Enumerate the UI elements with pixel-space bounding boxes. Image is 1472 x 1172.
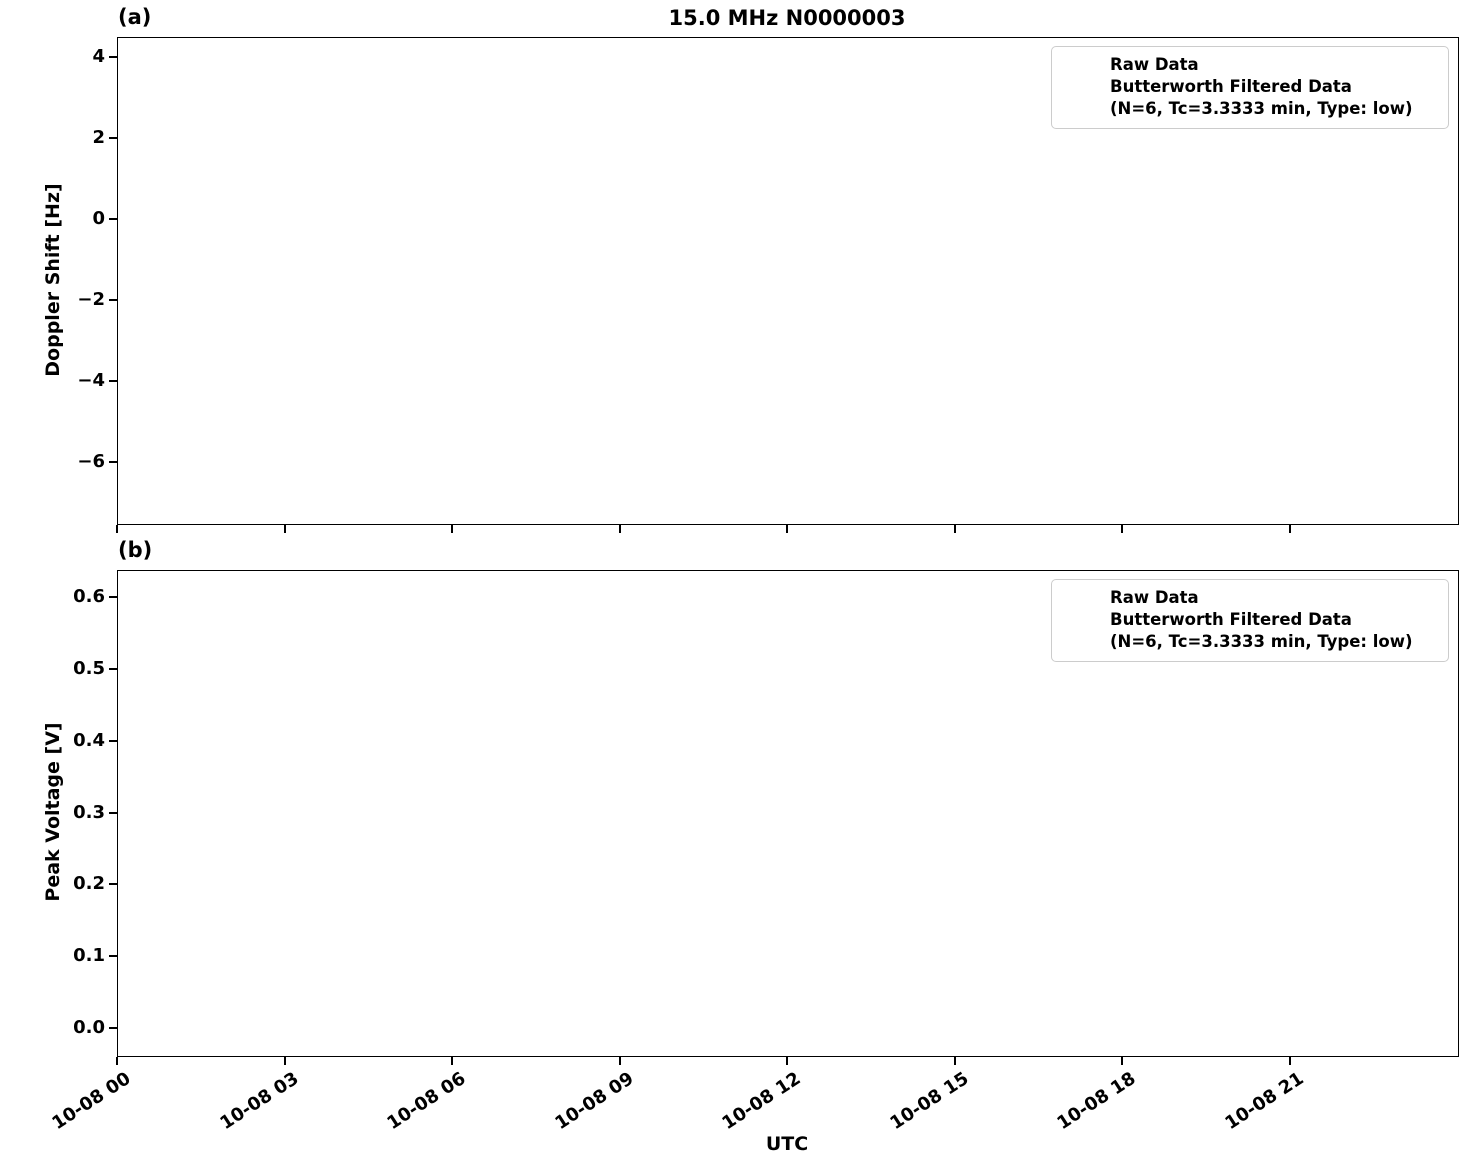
x-tick-mark xyxy=(1288,1057,1291,1065)
x-tick-mark xyxy=(618,1057,621,1065)
x-tick-mark xyxy=(451,525,453,533)
x-tick-mark xyxy=(116,1057,118,1065)
y-tick-label: 0.0 xyxy=(73,1016,105,1038)
x-tick-mark xyxy=(283,525,286,533)
y-tick-mark xyxy=(109,461,117,464)
x-tick-mark xyxy=(786,1057,788,1065)
y-tick-label: 0.5 xyxy=(73,658,105,679)
filtered-line-marker xyxy=(1065,96,1103,99)
panel-a-plot-area: Raw Data Butterworth Filtered Data (N=6, … xyxy=(117,37,1459,525)
legend-raw-label: Raw Data xyxy=(1110,588,1199,607)
y-tick-mark xyxy=(109,668,117,670)
y-tick-mark xyxy=(109,883,117,886)
x-tick-mark xyxy=(451,1057,453,1065)
x-axis-label: UTC xyxy=(765,1133,809,1155)
x-tick-mark xyxy=(116,525,118,533)
x-tick-mark xyxy=(1288,525,1291,533)
y-tick-mark xyxy=(109,811,117,814)
x-tick-mark xyxy=(283,1057,286,1065)
x-tick-mark xyxy=(1121,1057,1123,1065)
y-tick-mark xyxy=(109,954,117,957)
y-tick-label: −4 xyxy=(77,370,105,392)
y-tick-mark xyxy=(109,1026,117,1029)
y-tick-label: 4 xyxy=(92,46,105,68)
panel-b-plot-area: Raw Data Butterworth Filtered Data (N=6, … xyxy=(117,570,1459,1057)
raw-data-dot-marker xyxy=(1080,596,1088,604)
y-tick-mark xyxy=(109,739,117,742)
y-tick-label: 0.4 xyxy=(73,729,105,751)
raw-data-dot-marker xyxy=(1080,63,1088,71)
legend-filtered-label: Butterworth Filtered Data (N=6, Tc=3.3333… xyxy=(1110,76,1413,118)
x-tick-mark xyxy=(786,525,788,533)
y-tick-mark xyxy=(109,596,117,599)
y-tick-mark xyxy=(109,218,117,221)
panel-a-legend: Raw Data Butterworth Filtered Data (N=6, … xyxy=(1051,46,1449,130)
panel-a-label: (a) xyxy=(118,5,152,29)
y-tick-mark xyxy=(109,137,117,140)
x-tick-mark xyxy=(618,525,621,533)
y-tick-label: 2 xyxy=(92,127,105,149)
x-tick-mark xyxy=(953,1057,956,1065)
y-tick-label: 0.1 xyxy=(73,944,105,966)
panel-b-label: (b) xyxy=(118,538,153,562)
x-tick-label: 10-08 00 xyxy=(48,1068,135,1135)
x-tick-mark xyxy=(953,525,956,533)
panel-b-legend: Raw Data Butterworth Filtered Data (N=6, … xyxy=(1051,579,1449,663)
chart-title: 15.0 MHz N0000003 xyxy=(668,6,906,30)
y-tick-mark xyxy=(109,380,117,383)
y-tick-label: −6 xyxy=(77,451,105,473)
filtered-line-marker xyxy=(1065,629,1103,632)
legend-filtered-label: Butterworth Filtered Data (N=6, Tc=3.3333… xyxy=(1110,609,1413,651)
y-tick-label: 0.2 xyxy=(73,873,105,895)
y-tick-label: 0.6 xyxy=(73,586,105,608)
legend-raw-label: Raw Data xyxy=(1110,55,1199,74)
y-tick-label: −2 xyxy=(77,289,105,311)
y-tick-mark xyxy=(109,56,117,59)
y-tick-label: 0 xyxy=(92,208,105,230)
y-tick-mark xyxy=(109,299,117,302)
y-tick-label: 0.3 xyxy=(73,801,105,823)
x-tick-mark xyxy=(1121,525,1123,533)
